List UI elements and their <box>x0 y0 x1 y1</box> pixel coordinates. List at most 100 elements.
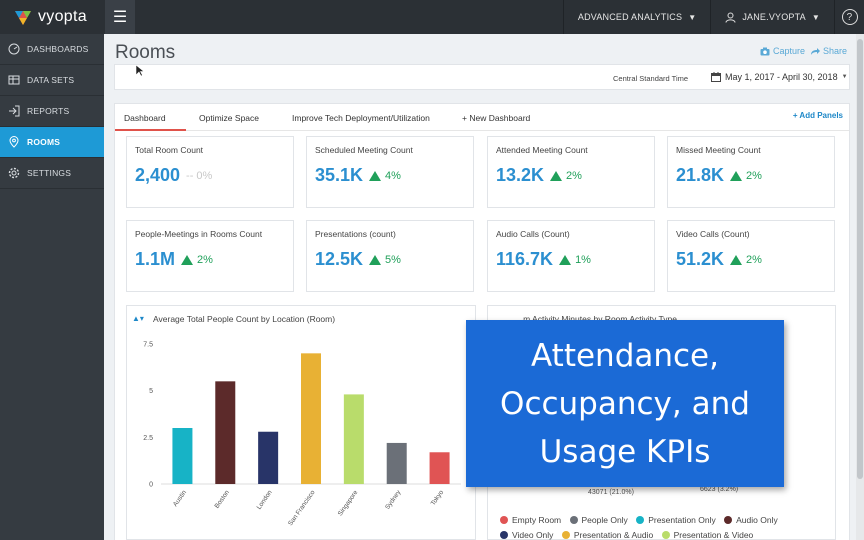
bar-san-francisco[interactable] <box>301 353 321 484</box>
y-tick-label: 5 <box>149 388 153 395</box>
kpi-change: 2% <box>746 253 762 266</box>
legend-label: People Only <box>581 515 628 525</box>
kpi-card-scheduled-meeting-count[interactable]: Scheduled Meeting Count 35.1K 4% <box>306 136 474 208</box>
sidebar-item-reports[interactable]: REPORTS <box>0 96 104 127</box>
kpi-card-video-calls[interactable]: Video Calls (Count) 51.2K 2% <box>667 220 835 292</box>
timezone-label: Central Standard Time <box>613 74 689 83</box>
sidebar-item-label: REPORTS <box>27 106 70 116</box>
kpi-card-audio-calls[interactable]: Audio Calls (Count) 116.7K 1% <box>487 220 655 292</box>
x-tick-label: Sydney <box>384 489 403 511</box>
sidebar-item-data-sets[interactable]: DATA SETS <box>0 65 104 96</box>
kpi-value: 116.7K <box>496 249 554 269</box>
page-title: Rooms <box>115 42 176 63</box>
share-button[interactable]: Share <box>810 46 847 56</box>
date-range-picker[interactable]: May 1, 2017 - April 30, 2018 ▼ <box>711 72 848 82</box>
chart-title: Average Total People Count by Location (… <box>153 314 336 324</box>
legend-label: Presentation & Video <box>673 530 754 540</box>
camera-icon <box>760 47 770 55</box>
mouse-cursor-icon <box>136 65 145 77</box>
legend-item[interactable]: Audio Only <box>724 513 778 527</box>
kpi-card-presentations[interactable]: Presentations (count) 12.5K 5% <box>306 220 474 292</box>
bar-sydney[interactable] <box>386 442 407 484</box>
legend-label: Empty Room <box>512 515 562 525</box>
dashboard-tabs: Dashboard Optimize Space Improve Tech De… <box>115 104 849 131</box>
kpi-title: Video Calls (Count) <box>676 229 750 239</box>
kpi-title: Attended Meeting Count <box>496 145 588 155</box>
gauge-icon <box>8 43 20 55</box>
trend-up-icon <box>369 254 382 265</box>
y-tick-label: 7.5 <box>143 342 153 349</box>
chart-legend: Empty Room People Only Presentation Only… <box>500 513 830 540</box>
share-icon <box>811 47 820 55</box>
kpi-card-total-room-count[interactable]: Total Room Count 2,400 -- 0% <box>126 136 294 208</box>
legend-item[interactable]: Empty Room <box>500 513 561 527</box>
report-icon <box>8 105 20 117</box>
active-tab-indicator <box>115 129 186 131</box>
top-bar: vyopta ☰ ADVANCED ANALYTICS ▼ JANE.VYOPT… <box>0 0 864 34</box>
kpi-value: 21.8K <box>676 165 725 185</box>
trend-up-icon <box>559 254 572 265</box>
kpi-card-attended-meeting-count[interactable]: Attended Meeting Count 13.2K 2% <box>487 136 655 208</box>
callout-banner: Attendance, Occupancy, and Usage KPIs <box>466 320 784 487</box>
chart-type-icon[interactable]: ▲▾ <box>132 314 144 323</box>
bar-tokyo[interactable] <box>429 452 450 484</box>
chart-title: ...m Activity Minutes by Room Activity T… <box>516 314 677 324</box>
scrollbar-thumb[interactable] <box>857 39 863 479</box>
tab-dashboard[interactable]: Dashboard <box>124 113 166 123</box>
bar-austin[interactable] <box>172 428 193 484</box>
user-menu-dropdown[interactable]: JANE.VYOPTA ▼ <box>710 0 834 34</box>
sidebar-item-settings[interactable]: SETTINGS <box>0 158 104 189</box>
user-icon <box>725 12 736 23</box>
sidebar: DASHBOARDS DATA SETS REPORTS ROOMS SETTI… <box>0 34 104 540</box>
x-tick-label: London <box>256 489 274 511</box>
trend-up-icon <box>369 170 382 181</box>
calendar-icon <box>711 72 721 82</box>
kpi-value: 1.1M <box>135 249 176 269</box>
new-dashboard-button[interactable]: + New Dashboard <box>462 113 531 123</box>
help-button[interactable]: ? <box>834 0 864 34</box>
dataset-icon <box>8 74 20 86</box>
x-tick-label: San Francisco <box>287 489 317 527</box>
tab-improve-tech-deployment[interactable]: Improve Tech Deployment/Utilization <box>292 113 430 123</box>
kpi-value: 51.2K <box>676 249 725 269</box>
brand-name: vyopta <box>38 8 87 25</box>
kpi-title: Missed Meeting Count <box>676 145 761 155</box>
kpi-change: 2% <box>197 253 213 266</box>
trend-up-icon <box>181 254 194 265</box>
vyopta-logo-icon <box>15 11 31 25</box>
legend-dot <box>724 516 733 524</box>
x-tick-label: Tokyo <box>430 489 446 507</box>
filter-bar: Central Standard Time May 1, 2017 - Apri… <box>114 64 850 90</box>
kpi-change: 1% <box>575 253 591 266</box>
bar-boston[interactable] <box>215 381 236 484</box>
legend-item[interactable]: Presentation & Audio <box>561 528 653 540</box>
kpi-card-people-meetings[interactable]: People-Meetings in Rooms Count 1.1M 2% <box>126 220 294 292</box>
advanced-analytics-dropdown[interactable]: ADVANCED ANALYTICS ▼ <box>562 0 710 34</box>
legend-item[interactable]: Video Only <box>500 528 553 540</box>
legend-item[interactable]: People Only <box>569 513 628 527</box>
bar-london[interactable] <box>258 431 279 484</box>
legend-item[interactable]: Presentation & Video <box>661 528 754 540</box>
bar-singapore[interactable] <box>343 394 364 484</box>
sidebar-item-dashboards[interactable]: DASHBOARDS <box>0 34 104 65</box>
x-tick-label: Austin <box>172 489 188 508</box>
capture-button[interactable]: Capture <box>760 46 805 56</box>
share-label: Share <box>823 46 848 56</box>
add-panels-button[interactable]: + Add Panels <box>792 111 843 120</box>
y-tick-label: 2.5 <box>143 435 153 442</box>
trend-up-icon <box>730 170 743 181</box>
advanced-analytics-label: ADVANCED ANALYTICS <box>577 12 683 22</box>
kpi-card-missed-meeting-count[interactable]: Missed Meeting Count 21.8K 2% <box>667 136 835 208</box>
sidebar-item-rooms[interactable]: ROOMS <box>0 127 104 158</box>
hamburger-menu-button[interactable]: ☰ <box>105 0 135 34</box>
kpi-value: 13.2K <box>496 165 545 185</box>
legend-label: Audio Only <box>736 515 778 525</box>
tab-optimize-space[interactable]: Optimize Space <box>199 113 259 123</box>
pie-label: 6623 (3.2%) <box>700 486 739 493</box>
callout-line: Usage KPIs <box>539 434 711 470</box>
vyopta-logo[interactable]: vyopta <box>14 8 87 26</box>
x-tick-label: Singapore <box>337 489 360 518</box>
legend-item[interactable]: Presentation Only <box>636 513 716 527</box>
vertical-scrollbar[interactable] <box>856 34 864 540</box>
bar-chart: 0 2.5 5 7.5 Austin Boston London San Francisco S… <box>143 342 461 527</box>
